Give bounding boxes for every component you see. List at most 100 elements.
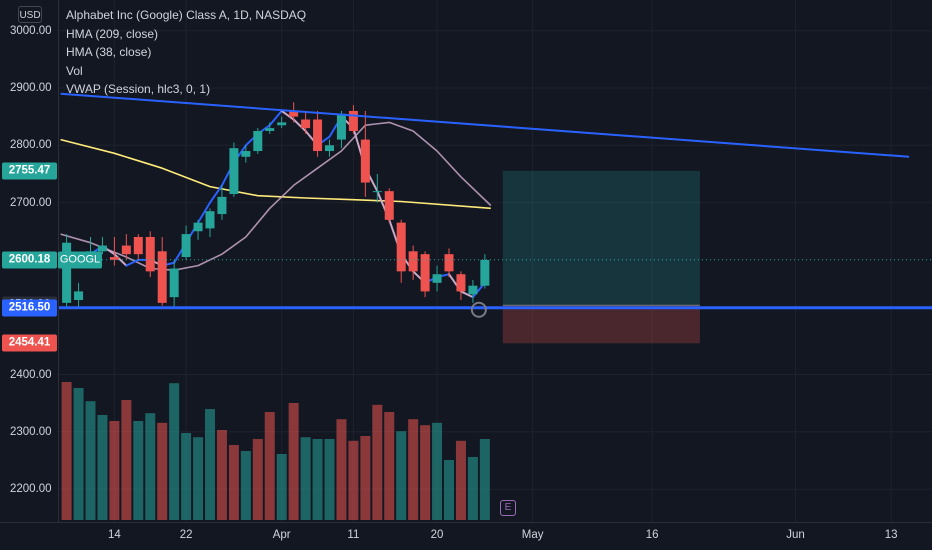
- candle-body: [444, 254, 454, 272]
- hma-38-segment: [113, 253, 128, 267]
- candle-body: [241, 151, 251, 157]
- volume-bar: [348, 440, 359, 520]
- price-tag: 2600.18: [2, 251, 57, 269]
- grid: [58, 0, 932, 522]
- time-tick-label: 22: [179, 529, 193, 541]
- candle-body: [468, 285, 478, 295]
- volume-bar: [121, 400, 132, 520]
- hma-38-segment: [292, 118, 307, 132]
- candle-body: [480, 259, 490, 286]
- price-tick-label: 2400.00: [10, 368, 52, 381]
- volume-bars: [61, 382, 490, 520]
- candle-body: [145, 236, 155, 272]
- candle-body: [301, 119, 311, 129]
- vwap-line: [60, 138, 491, 210]
- hma-38-segment: [268, 109, 283, 127]
- price-tag: 2454.41: [2, 334, 57, 352]
- candle-body: [157, 251, 167, 303]
- candle-body: [109, 257, 119, 260]
- volume-bar: [85, 401, 96, 520]
- volume-bar: [216, 430, 227, 520]
- volume-bar: [384, 412, 395, 520]
- candle-body: [253, 130, 263, 152]
- resistance-trendline: [60, 92, 910, 158]
- candle-body: [313, 119, 323, 152]
- volume-bar: [145, 413, 156, 520]
- time-tick-label: Apr: [272, 529, 291, 541]
- candle-body: [408, 251, 418, 272]
- volume-bar: [157, 422, 168, 520]
- candle-body: [265, 128, 275, 131]
- volume-bar: [73, 388, 84, 520]
- volume-bar: [372, 404, 383, 520]
- volume-bar: [61, 382, 72, 520]
- candle-body: [205, 211, 215, 229]
- candle-body: [456, 274, 466, 292]
- candle-body: [336, 113, 346, 140]
- candle-body: [229, 148, 239, 195]
- candle-body: [432, 274, 442, 283]
- time-tick-label: 16: [645, 529, 659, 541]
- candle-body: [348, 110, 358, 131]
- volume-bar: [193, 437, 204, 520]
- legend-symbol-title[interactable]: Alphabet Inc (Google) Class A, 1D, NASDA…: [66, 8, 307, 22]
- candle-body: [193, 222, 203, 232]
- price-tick-label: 2700.00: [10, 196, 52, 209]
- candle-body: [74, 291, 84, 301]
- volume-bar: [181, 433, 192, 520]
- currency-button[interactable]: USD: [18, 6, 42, 23]
- volume-bar: [312, 439, 323, 520]
- volume-bar: [360, 436, 371, 520]
- time-axis-divider: [0, 522, 932, 523]
- volume-bar: [276, 454, 287, 520]
- candle-body: [325, 145, 334, 152]
- volume-bar: [444, 460, 454, 520]
- volume-bar: [408, 419, 419, 520]
- legend-hma-209[interactable]: HMA (209, close): [66, 26, 159, 41]
- drawings[interactable]: [58, 92, 932, 318]
- candle-body: [396, 222, 406, 272]
- position-target-zone: [502, 170, 700, 306]
- volume-bar: [97, 415, 108, 520]
- candle-body: [360, 139, 370, 183]
- volume-bar: [324, 439, 335, 520]
- volume-bar: [455, 440, 466, 520]
- candle-body: [62, 242, 72, 303]
- legend-vwap[interactable]: VWAP (Session, hlc3, 0, 1): [66, 82, 211, 96]
- chart-legend: Alphabet Inc (Google) Class A, 1D, NASDA…: [66, 6, 306, 99]
- volume-bar: [133, 421, 144, 520]
- earnings-event-marker[interactable]: E: [500, 500, 516, 516]
- hma-38-segment: [197, 201, 211, 224]
- volume-bar: [420, 425, 431, 520]
- candle-body: [97, 245, 107, 252]
- volume-bar: [205, 409, 215, 520]
- volume-bar: [228, 445, 239, 520]
- time-tick-label: 20: [430, 529, 444, 541]
- volume-bar: [169, 383, 180, 520]
- price-tag: 2755.47: [2, 162, 57, 180]
- time-tick-label: 11: [347, 529, 360, 541]
- hma-38-segment: [459, 290, 474, 299]
- price-tick-label: 2800.00: [10, 139, 52, 152]
- price-tick-label: 3000.00: [10, 24, 52, 37]
- candle-body: [121, 245, 131, 255]
- legend-volume[interactable]: Vol: [66, 63, 83, 78]
- candle-body: [181, 234, 191, 258]
- volume-bar: [300, 437, 311, 520]
- hma-38-segment: [125, 258, 140, 267]
- candle-body: [133, 236, 143, 255]
- candle-body: [217, 196, 227, 215]
- position-tool[interactable]: [502, 170, 700, 344]
- volume-bar: [467, 457, 478, 520]
- price-tick-label: 2300.00: [10, 425, 52, 438]
- volume-bar: [252, 439, 263, 520]
- candle-body: [420, 254, 430, 292]
- legend-hma-38[interactable]: HMA (38, close): [66, 45, 152, 59]
- candle-body: [169, 268, 179, 298]
- candle-body: [384, 191, 394, 220]
- symbol-price-tag: GOOGL: [58, 251, 102, 269]
- price-tag: 2516.50: [2, 299, 57, 317]
- time-tick-label: 14: [107, 529, 121, 541]
- candle-body: [277, 122, 287, 126]
